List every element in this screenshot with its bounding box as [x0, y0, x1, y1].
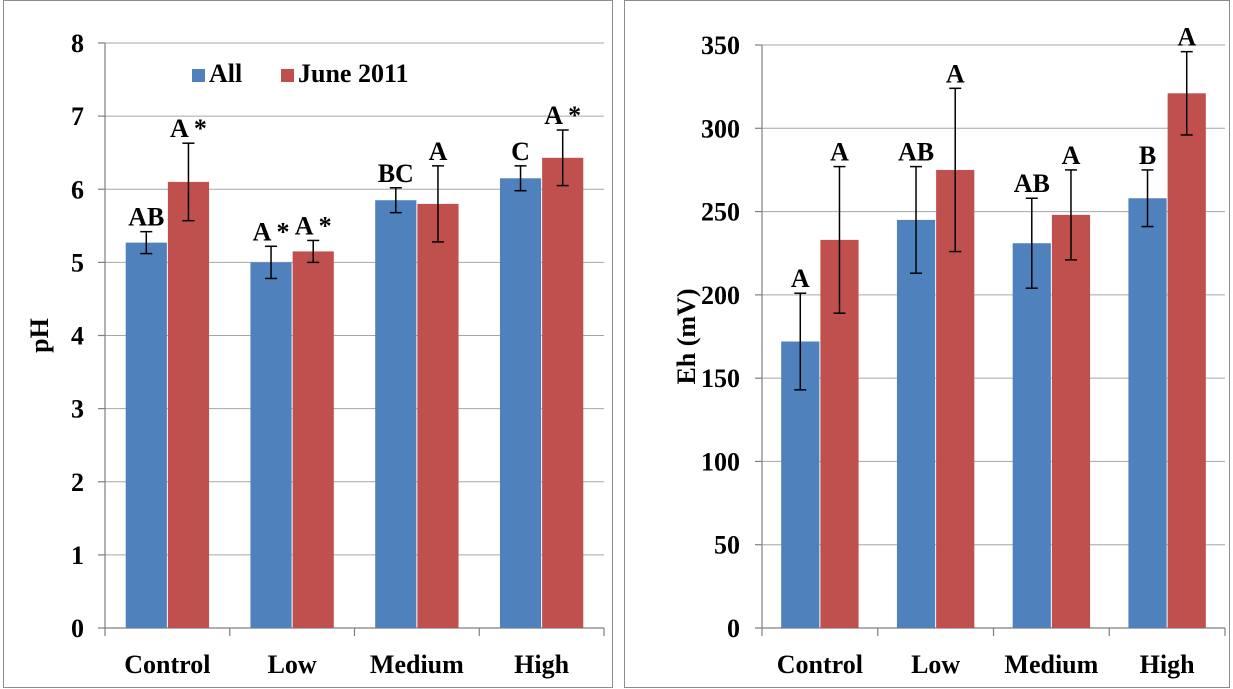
significance-label: A	[830, 138, 849, 167]
bar-june-2011	[292, 251, 334, 628]
bar-june-2011	[167, 181, 210, 628]
y-tick-label: 0	[727, 614, 740, 643]
y-tick-label: 6	[71, 175, 84, 204]
bar-all	[499, 178, 542, 628]
y-tick-label: 3	[71, 395, 84, 424]
category-label: High	[1140, 650, 1195, 679]
category-label: Medium	[370, 650, 464, 679]
category-label: Low	[268, 650, 317, 679]
legend-label-june-2011: June 2011	[298, 59, 409, 88]
category-label: Control	[777, 650, 863, 679]
eh-chart-panel: 0 50 100 150 200 250 300 350 Control Low Medium Hig…	[624, 0, 1230, 688]
significance-label: BC	[378, 159, 414, 188]
significance-label: A	[946, 59, 965, 88]
bar-june-2011	[417, 203, 459, 628]
bar-all	[375, 200, 417, 628]
y-tick-label: 50	[714, 531, 740, 560]
significance-label: AB	[128, 203, 164, 232]
y-tick-label: 2	[71, 468, 84, 497]
y-tick-label: 100	[701, 447, 740, 476]
eh-chart: 0 50 100 150 200 250 300 350 Control Low Medium Hig…	[672, 23, 1226, 679]
bar-june-2011	[1051, 214, 1091, 628]
bar-all	[1128, 198, 1167, 628]
ph-chart: 0 1 2 3 4 5 6 7 8 Control Low Medium High AB A * BC C A *…	[25, 29, 605, 679]
y-tick-label: 250	[701, 198, 740, 227]
y-tick-label: 300	[701, 114, 740, 143]
bar-all	[125, 242, 167, 628]
y-tick-label: 200	[701, 281, 740, 310]
y-tick-label: 5	[71, 248, 84, 277]
bar-all	[1012, 243, 1051, 628]
category-label: High	[514, 650, 569, 679]
category-label: Control	[124, 650, 210, 679]
y-tick-label: 4	[71, 322, 84, 351]
y-tick-label: 150	[701, 364, 740, 393]
y-tick-label: 7	[71, 102, 84, 131]
bar-all	[250, 262, 292, 628]
category-label: Medium	[1004, 650, 1098, 679]
significance-label: A *	[253, 217, 290, 246]
bar-june-2011	[542, 157, 584, 628]
y-tick-label: 8	[71, 29, 84, 58]
y-tick-label: 350	[701, 31, 740, 60]
legend-label-all: All	[209, 59, 242, 88]
y-tick-label: 0	[71, 614, 84, 643]
legend-swatch-all	[192, 69, 205, 82]
significance-label: A	[791, 264, 810, 293]
bar-all	[896, 219, 936, 628]
bar-june-2011	[1167, 93, 1206, 628]
significance-label: C	[511, 137, 530, 166]
y-axis-title: Eh (mV)	[672, 288, 701, 384]
significance-label: A	[429, 137, 448, 166]
significance-label: AB	[898, 138, 934, 167]
significance-label: A	[1062, 141, 1081, 170]
ph-chart-panel: 0 1 2 3 4 5 6 7 8 Control Low Medium High AB A * BC C A *…	[3, 0, 613, 688]
significance-label: A *	[295, 211, 332, 240]
significance-label: A *	[170, 114, 207, 143]
category-label: Low	[911, 650, 960, 679]
y-axis-title: pH	[25, 318, 54, 353]
legend-swatch-june-2011	[281, 69, 294, 82]
significance-label: A	[1177, 23, 1196, 52]
y-tick-label: 1	[71, 541, 84, 570]
significance-label: B	[1139, 141, 1156, 170]
significance-label: A *	[544, 101, 581, 130]
significance-label: AB	[1014, 169, 1050, 198]
